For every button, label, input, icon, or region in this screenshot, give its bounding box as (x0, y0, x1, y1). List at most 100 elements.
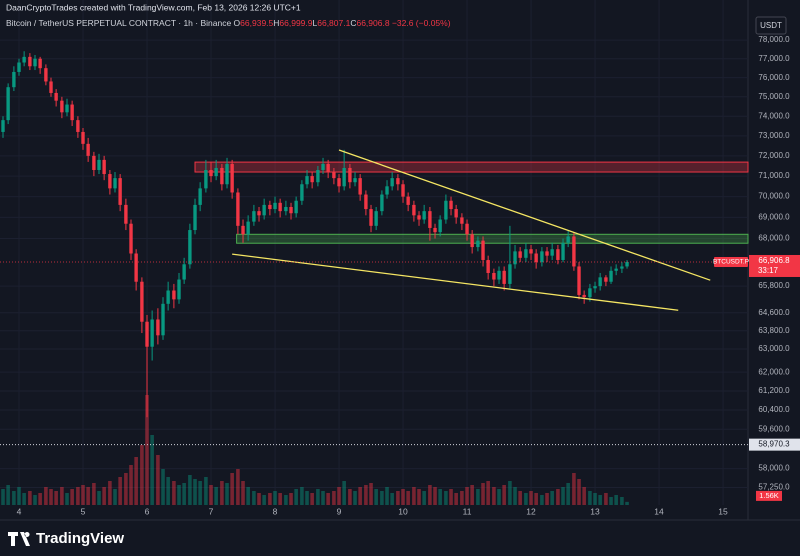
candle-body (209, 169, 213, 177)
candle-body (294, 200, 298, 214)
candle-body (124, 204, 128, 224)
volume-bar (342, 481, 346, 505)
volume-bar (374, 489, 378, 505)
volume-bar (246, 487, 250, 505)
x-tick-label: 10 (398, 506, 408, 516)
volume-bar (465, 487, 469, 505)
countdown: 33:17 (758, 266, 779, 275)
trendline (232, 253, 679, 311)
volume-bar (86, 487, 90, 505)
volume-bar (497, 489, 501, 505)
y-tick-label: 60,400.0 (758, 405, 790, 414)
candle-body (129, 223, 133, 254)
candle-body (614, 268, 618, 271)
volume-bar (156, 455, 160, 505)
volume-bar (241, 481, 245, 505)
candle-body (278, 202, 282, 212)
candle-body (332, 172, 336, 179)
symbol-tag (714, 256, 748, 267)
candle-body (401, 184, 405, 197)
volume-bar (273, 491, 277, 505)
candle-body (412, 204, 416, 216)
volume-bar (353, 491, 357, 505)
candle-body (604, 277, 608, 282)
volume-bar (449, 489, 453, 505)
volume-bar (326, 493, 330, 505)
volume-bar (358, 487, 362, 505)
volume-bar (294, 489, 298, 505)
volume-bar (54, 491, 58, 505)
volume-bar (438, 489, 442, 505)
candle-body (385, 186, 389, 195)
candle-body (326, 163, 330, 173)
candle-body (470, 234, 474, 248)
volume-bar (593, 493, 597, 505)
candle-body (444, 200, 448, 220)
volume-bar (406, 491, 410, 505)
volume-bar (129, 465, 133, 505)
candle-body (17, 62, 21, 72)
volume-bar (433, 487, 437, 505)
y-tick-label: 73,000.0 (758, 131, 790, 140)
currency-box[interactable] (755, 16, 787, 35)
candle-body (390, 178, 394, 187)
candle-body (572, 236, 576, 267)
x-tick-label: 9 (337, 506, 342, 516)
volume-bar (145, 395, 149, 505)
candle-body (289, 206, 293, 214)
ohlc-value: 66,807.1 (317, 18, 350, 28)
volume-bar (113, 489, 117, 505)
volume-bar (161, 469, 165, 505)
candle-body (508, 264, 512, 284)
volume-bar (209, 485, 213, 505)
volume-bar (102, 487, 106, 505)
candle-body (12, 71, 16, 88)
ohlc-key: C (350, 18, 356, 28)
volume-bar (44, 487, 48, 505)
volume-bar (278, 493, 282, 505)
candle-body (465, 223, 469, 235)
volume-bar (470, 485, 474, 505)
candle-body (236, 192, 240, 226)
volume-bar (310, 493, 314, 505)
volume-bar (428, 485, 432, 505)
candle-body (502, 270, 506, 284)
volume-bar (481, 483, 485, 505)
volume-bar (193, 479, 197, 505)
candle-body (625, 261, 629, 267)
plot (0, 0, 749, 505)
candle-body (54, 92, 58, 101)
volume-bar (268, 493, 272, 505)
candle-body (166, 290, 170, 304)
ohlc-key: O (234, 18, 241, 28)
candle-body (337, 178, 341, 187)
x-tick-label: 11 (463, 506, 472, 516)
volume-bar (385, 487, 389, 505)
candle-body (513, 251, 517, 265)
volume-bar (22, 493, 26, 505)
volume-bar (518, 491, 522, 505)
volume-bar (28, 491, 32, 505)
volume-bar (49, 489, 53, 505)
candle-body (204, 169, 208, 189)
candle-body (369, 209, 373, 226)
candle-body (225, 163, 229, 185)
volume-bar (588, 491, 592, 505)
candle-body (49, 81, 53, 93)
candle-body (22, 56, 26, 63)
volume-bar (257, 493, 261, 505)
volume-label: 1.56K (759, 491, 779, 500)
x-tick-label: 7 (209, 506, 214, 516)
price-tag (749, 254, 800, 277)
volume-bar (204, 477, 208, 505)
y-tick-label: 78,000.0 (758, 35, 790, 44)
candle-body (353, 178, 357, 183)
volume-bar (396, 491, 400, 505)
candle-body (140, 281, 144, 322)
volume-bar (1, 489, 5, 505)
volume-bar (460, 491, 464, 505)
candle-body (497, 270, 501, 280)
candle-body (193, 204, 197, 231)
volume-bar (598, 495, 602, 505)
